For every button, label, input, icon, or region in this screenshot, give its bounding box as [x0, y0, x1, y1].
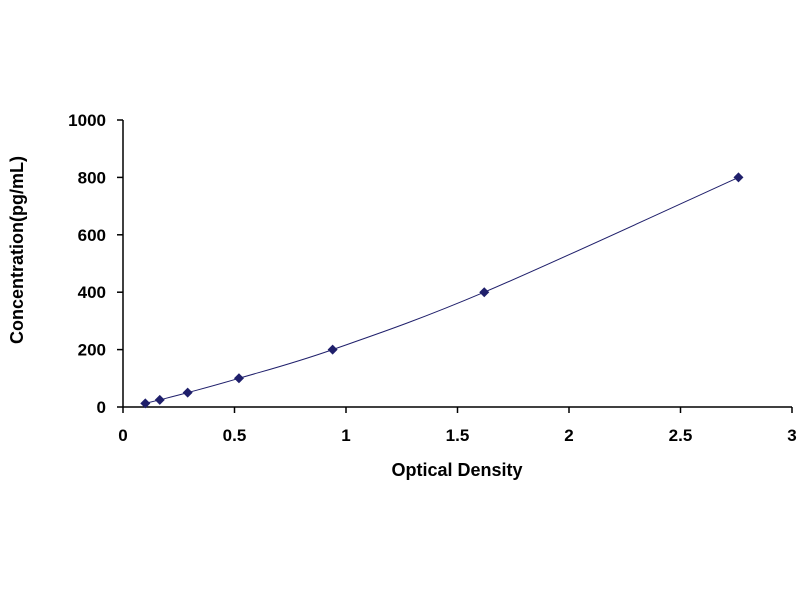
data-point [733, 172, 744, 183]
y-tick-label: 800 [78, 168, 106, 187]
y-axis-label: Concentration(pg/mL) [7, 156, 27, 344]
trend-curve [145, 176, 739, 404]
data-point [140, 398, 151, 409]
data-point [154, 394, 165, 405]
y-tick-label: 400 [78, 283, 106, 302]
x-tick-label: 1.5 [446, 426, 470, 445]
data-point [327, 344, 338, 355]
y-tick-label: 200 [78, 341, 106, 360]
x-tick-label: 0 [118, 426, 127, 445]
x-axis-label: Optical Density [391, 460, 522, 480]
axes [122, 120, 792, 408]
data-points [140, 172, 744, 409]
x-tick-label: 2.5 [669, 426, 693, 445]
x-tick-label: 3 [787, 426, 796, 445]
x-tick-label: 0.5 [223, 426, 247, 445]
y-tick-label: 1000 [68, 111, 106, 130]
y-tick-label: 0 [97, 398, 106, 417]
y-tick-label: 600 [78, 226, 106, 245]
data-point [479, 287, 490, 298]
x-tick-label: 2 [564, 426, 573, 445]
data-point [233, 373, 244, 384]
x-tick-label: 1 [341, 426, 350, 445]
data-point [182, 387, 193, 398]
ticks: 0 0.5 1 1.5 2 2.5 3 0 200 400 600 800 1000 [68, 111, 797, 445]
